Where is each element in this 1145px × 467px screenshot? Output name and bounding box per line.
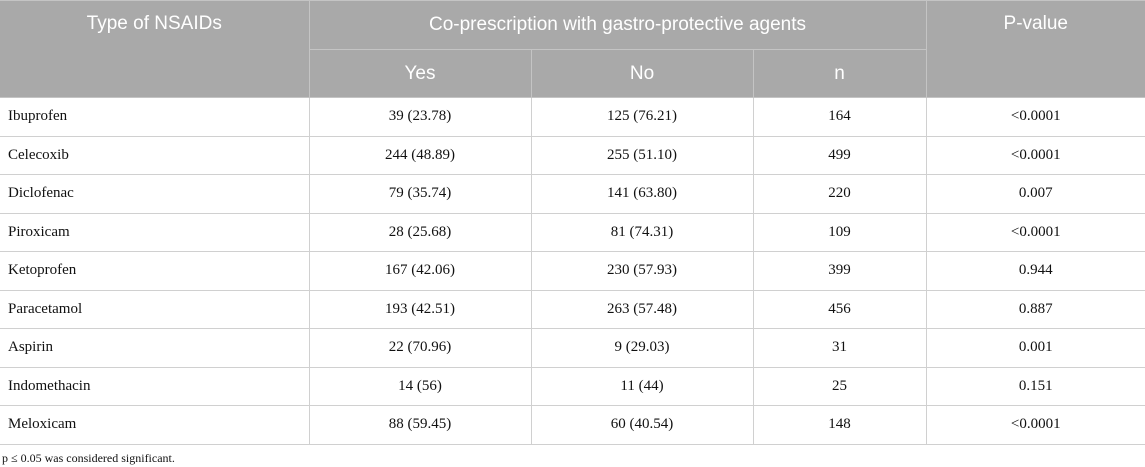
cell-n: 164 bbox=[752, 97, 927, 137]
cell-name: Diclofenac bbox=[0, 174, 310, 214]
cell-name: Piroxicam bbox=[0, 212, 310, 252]
cell-pvalue: 0.007 bbox=[925, 174, 1145, 214]
cell-name: Celecoxib bbox=[0, 135, 310, 175]
cell-no: 230 (57.93) bbox=[530, 251, 754, 291]
header-no: No bbox=[530, 49, 754, 98]
cell-name: Ibuprofen bbox=[0, 97, 310, 137]
cell-pvalue: 0.001 bbox=[925, 328, 1145, 368]
cell-yes: 167 (42.06) bbox=[308, 251, 532, 291]
cell-yes: 14 (56) bbox=[308, 366, 532, 406]
cell-name: Paracetamol bbox=[0, 289, 310, 329]
footnote: p ≤ 0.05 was considered significant. bbox=[2, 451, 175, 465]
table-row: Aspirin 22 (70.96) 9 (29.03) 31 0.001 bbox=[0, 328, 1145, 368]
cell-n: 31 bbox=[752, 328, 927, 368]
table-row: Diclofenac 79 (35.74) 141 (63.80) 220 0.… bbox=[0, 174, 1145, 214]
cell-yes: 88 (59.45) bbox=[308, 405, 532, 445]
cell-yes: 22 (70.96) bbox=[308, 328, 532, 368]
cell-n: 456 bbox=[752, 289, 927, 329]
header-group: Co-prescription with gastro-protective a… bbox=[308, 0, 927, 50]
cell-no: 9 (29.03) bbox=[530, 328, 754, 368]
cell-no: 11 (44) bbox=[530, 366, 754, 406]
cell-yes: 193 (42.51) bbox=[308, 289, 532, 329]
header-n: n bbox=[752, 49, 927, 98]
table-row: Ibuprofen 39 (23.78) 125 (76.21) 164 <0.… bbox=[0, 97, 1145, 137]
cell-yes: 79 (35.74) bbox=[308, 174, 532, 214]
header-yes: Yes bbox=[308, 49, 532, 98]
cell-no: 255 (51.10) bbox=[530, 135, 754, 175]
table-row: Piroxicam 28 (25.68) 81 (74.31) 109 <0.0… bbox=[0, 212, 1145, 252]
header-row-top: Type of NSAIDs Co-prescription with gast… bbox=[0, 0, 1145, 98]
cell-pvalue: <0.0001 bbox=[925, 97, 1145, 137]
cell-n: 25 bbox=[752, 366, 927, 406]
cell-yes: 39 (23.78) bbox=[308, 97, 532, 137]
cell-n: 148 bbox=[752, 405, 927, 445]
cell-no: 81 (74.31) bbox=[530, 212, 754, 252]
cell-name: Aspirin bbox=[0, 328, 310, 368]
table-row: Ketoprofen 167 (42.06) 230 (57.93) 399 0… bbox=[0, 251, 1145, 291]
cell-yes: 244 (48.89) bbox=[308, 135, 532, 175]
cell-no: 125 (76.21) bbox=[530, 97, 754, 137]
cell-n: 399 bbox=[752, 251, 927, 291]
cell-no: 60 (40.54) bbox=[530, 405, 754, 445]
header-type: Type of NSAIDs bbox=[0, 0, 310, 98]
cell-pvalue: 0.887 bbox=[925, 289, 1145, 329]
nsaid-table: Type of NSAIDs Co-prescription with gast… bbox=[0, 0, 1145, 445]
cell-pvalue: <0.0001 bbox=[925, 135, 1145, 175]
cell-no: 263 (57.48) bbox=[530, 289, 754, 329]
header-pvalue: P-value bbox=[925, 0, 1145, 98]
cell-name: Ketoprofen bbox=[0, 251, 310, 291]
table-body: Ibuprofen 39 (23.78) 125 (76.21) 164 <0.… bbox=[0, 97, 1145, 445]
cell-n: 109 bbox=[752, 212, 927, 252]
cell-no: 141 (63.80) bbox=[530, 174, 754, 214]
cell-pvalue: <0.0001 bbox=[925, 212, 1145, 252]
cell-yes: 28 (25.68) bbox=[308, 212, 532, 252]
table-row: Paracetamol 193 (42.51) 263 (57.48) 456 … bbox=[0, 289, 1145, 329]
cell-name: Indomethacin bbox=[0, 366, 310, 406]
table-row: Celecoxib 244 (48.89) 255 (51.10) 499 <0… bbox=[0, 135, 1145, 175]
cell-n: 220 bbox=[752, 174, 927, 214]
cell-name: Meloxicam bbox=[0, 405, 310, 445]
cell-pvalue: <0.0001 bbox=[925, 405, 1145, 445]
cell-pvalue: 0.151 bbox=[925, 366, 1145, 406]
cell-n: 499 bbox=[752, 135, 927, 175]
table-row: Meloxicam 88 (59.45) 60 (40.54) 148 <0.0… bbox=[0, 405, 1145, 445]
cell-pvalue: 0.944 bbox=[925, 251, 1145, 291]
header-row-sub: Yes No n bbox=[0, 49, 1145, 98]
table-row: Indomethacin 14 (56) 11 (44) 25 0.151 bbox=[0, 366, 1145, 406]
